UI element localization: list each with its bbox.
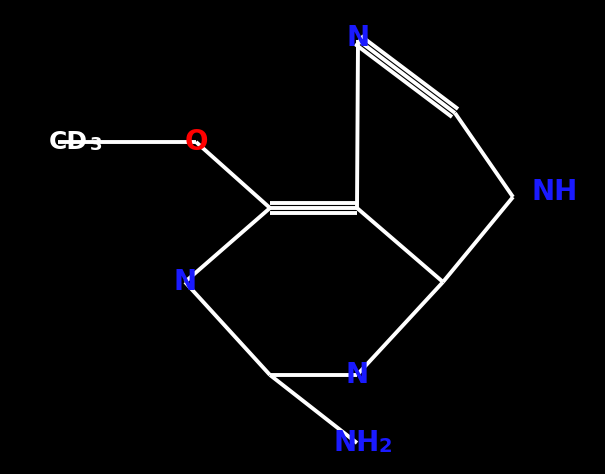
Text: NH: NH (334, 429, 380, 457)
Text: 2: 2 (378, 437, 392, 456)
Text: N: N (347, 24, 370, 52)
Text: N: N (345, 361, 368, 389)
Text: N: N (174, 268, 197, 296)
Text: 3: 3 (90, 136, 102, 154)
Text: CD: CD (48, 130, 88, 154)
Text: O: O (185, 128, 208, 156)
Text: NH: NH (531, 178, 577, 206)
